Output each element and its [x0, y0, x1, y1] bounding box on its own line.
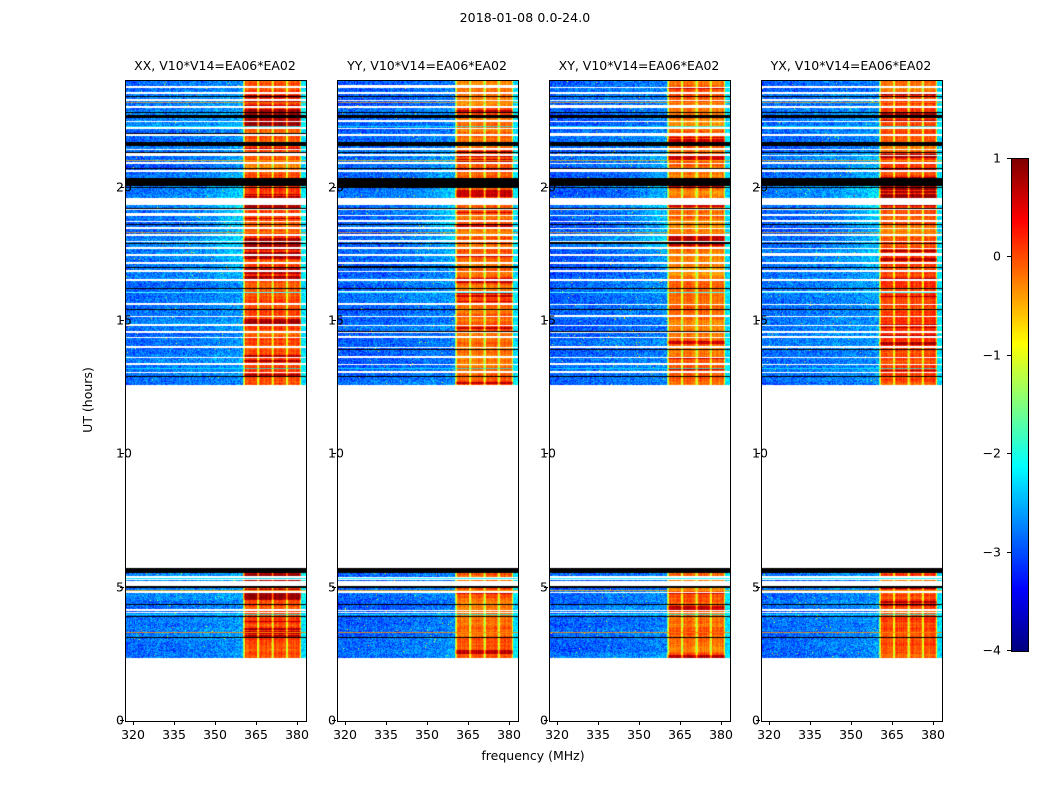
x-tick-label: 350: [839, 727, 863, 742]
x-tick-label: 380: [709, 727, 733, 742]
y-tick: [120, 453, 124, 454]
x-tick-label: 320: [757, 727, 781, 742]
x-tick: [639, 721, 640, 725]
colorbar-tick-label: −2: [982, 445, 1001, 461]
colorbar-gradient: [1011, 158, 1029, 652]
x-tick-label: 320: [121, 727, 145, 742]
x-tick: [297, 721, 298, 725]
x-tick-label: 320: [333, 727, 357, 742]
x-tick: [174, 721, 175, 725]
colorbar-tick-label: −4: [982, 642, 1001, 658]
x-tick-label: 380: [921, 727, 945, 742]
x-tick-label: 350: [203, 727, 227, 742]
y-tick: [756, 320, 760, 321]
x-tick-label: 335: [798, 727, 822, 742]
colorbar-tick-label: 0: [993, 248, 1001, 264]
x-tick: [215, 721, 216, 725]
x-tick: [557, 721, 558, 725]
colorbar-tick: [1007, 158, 1011, 159]
x-tick-label: 320: [545, 727, 569, 742]
colorbar-tick: [1007, 355, 1011, 356]
colorbar-tick-label: −3: [982, 544, 1001, 560]
y-tick: [544, 453, 548, 454]
x-tick-label: 350: [415, 727, 439, 742]
y-tick: [544, 187, 548, 188]
x-tick-label: 365: [244, 727, 268, 742]
x-tick: [509, 721, 510, 725]
y-tick: [120, 320, 124, 321]
x-tick-label: 335: [162, 727, 186, 742]
panel-xx: XX, V10*V14=EA06*EA023203353503653800510…: [116, 58, 309, 742]
x-tick: [810, 721, 811, 725]
waterfall-image-yx: [762, 81, 942, 721]
x-tick-label: 335: [586, 727, 610, 742]
y-tick: [544, 320, 548, 321]
y-tick: [332, 720, 336, 721]
x-tick: [256, 721, 257, 725]
y-tick: [332, 320, 336, 321]
y-tick: [756, 453, 760, 454]
x-tick: [769, 721, 770, 725]
waterfall-image-xx: [126, 81, 306, 721]
x-tick-label: 365: [456, 727, 480, 742]
panel-title-yx: YX, V10*V14=EA06*EA02: [770, 58, 932, 73]
panel-yx: YX, V10*V14=EA06*EA023203353503653800510…: [752, 58, 945, 742]
axes-xy[interactable]: [549, 80, 731, 722]
x-tick-label: 380: [497, 727, 521, 742]
waterfall-image-yy: [338, 81, 518, 721]
panel-xy: XY, V10*V14=EA06*EA023203353503653800510…: [540, 58, 733, 742]
x-tick-label: 365: [880, 727, 904, 742]
y-tick: [756, 587, 760, 588]
panel-title-xy: XY, V10*V14=EA06*EA02: [558, 58, 720, 73]
colorbar-tick: [1007, 650, 1011, 651]
x-tick: [721, 721, 722, 725]
colorbar-tick: [1007, 453, 1011, 454]
y-axis-label: UT (hours): [80, 367, 95, 433]
x-tick: [345, 721, 346, 725]
x-tick: [933, 721, 934, 725]
colorbar-tick: [1007, 552, 1011, 553]
panel-yy: YY, V10*V14=EA06*EA023203353503653800510…: [328, 58, 521, 742]
y-tick: [332, 587, 336, 588]
y-tick: [332, 187, 336, 188]
x-axis-label: frequency (MHz): [481, 748, 585, 763]
axes-yy[interactable]: [337, 80, 519, 722]
y-tick: [120, 587, 124, 588]
axes-xx[interactable]: [125, 80, 307, 722]
x-tick-label: 335: [374, 727, 398, 742]
x-tick: [468, 721, 469, 725]
figure-suptitle: 2018-01-08 0.0-24.0: [459, 10, 591, 25]
y-tick: [120, 720, 124, 721]
y-tick: [756, 187, 760, 188]
y-tick: [544, 587, 548, 588]
y-tick: [544, 720, 548, 721]
x-tick-label: 380: [285, 727, 309, 742]
panel-title-xx: XX, V10*V14=EA06*EA02: [134, 58, 296, 73]
axes-yx[interactable]: [761, 80, 943, 722]
x-tick: [133, 721, 134, 725]
x-tick: [598, 721, 599, 725]
x-tick: [680, 721, 681, 725]
colorbar-tick-label: 1: [993, 150, 1001, 166]
waterfall-image-xy: [550, 81, 730, 721]
x-tick: [427, 721, 428, 725]
colorbar: −4−3−2−101 log10 amplitude: [983, 151, 1029, 658]
colorbar-tick-label: −1: [982, 347, 1001, 363]
x-tick: [851, 721, 852, 725]
x-tick: [892, 721, 893, 725]
y-tick: [332, 453, 336, 454]
colorbar-tick: [1007, 256, 1011, 257]
x-tick-label: 350: [627, 727, 651, 742]
x-tick: [386, 721, 387, 725]
x-tick-label: 365: [668, 727, 692, 742]
y-tick: [120, 187, 124, 188]
panel-title-yy: YY, V10*V14=EA06*EA02: [347, 58, 507, 73]
y-tick: [756, 720, 760, 721]
